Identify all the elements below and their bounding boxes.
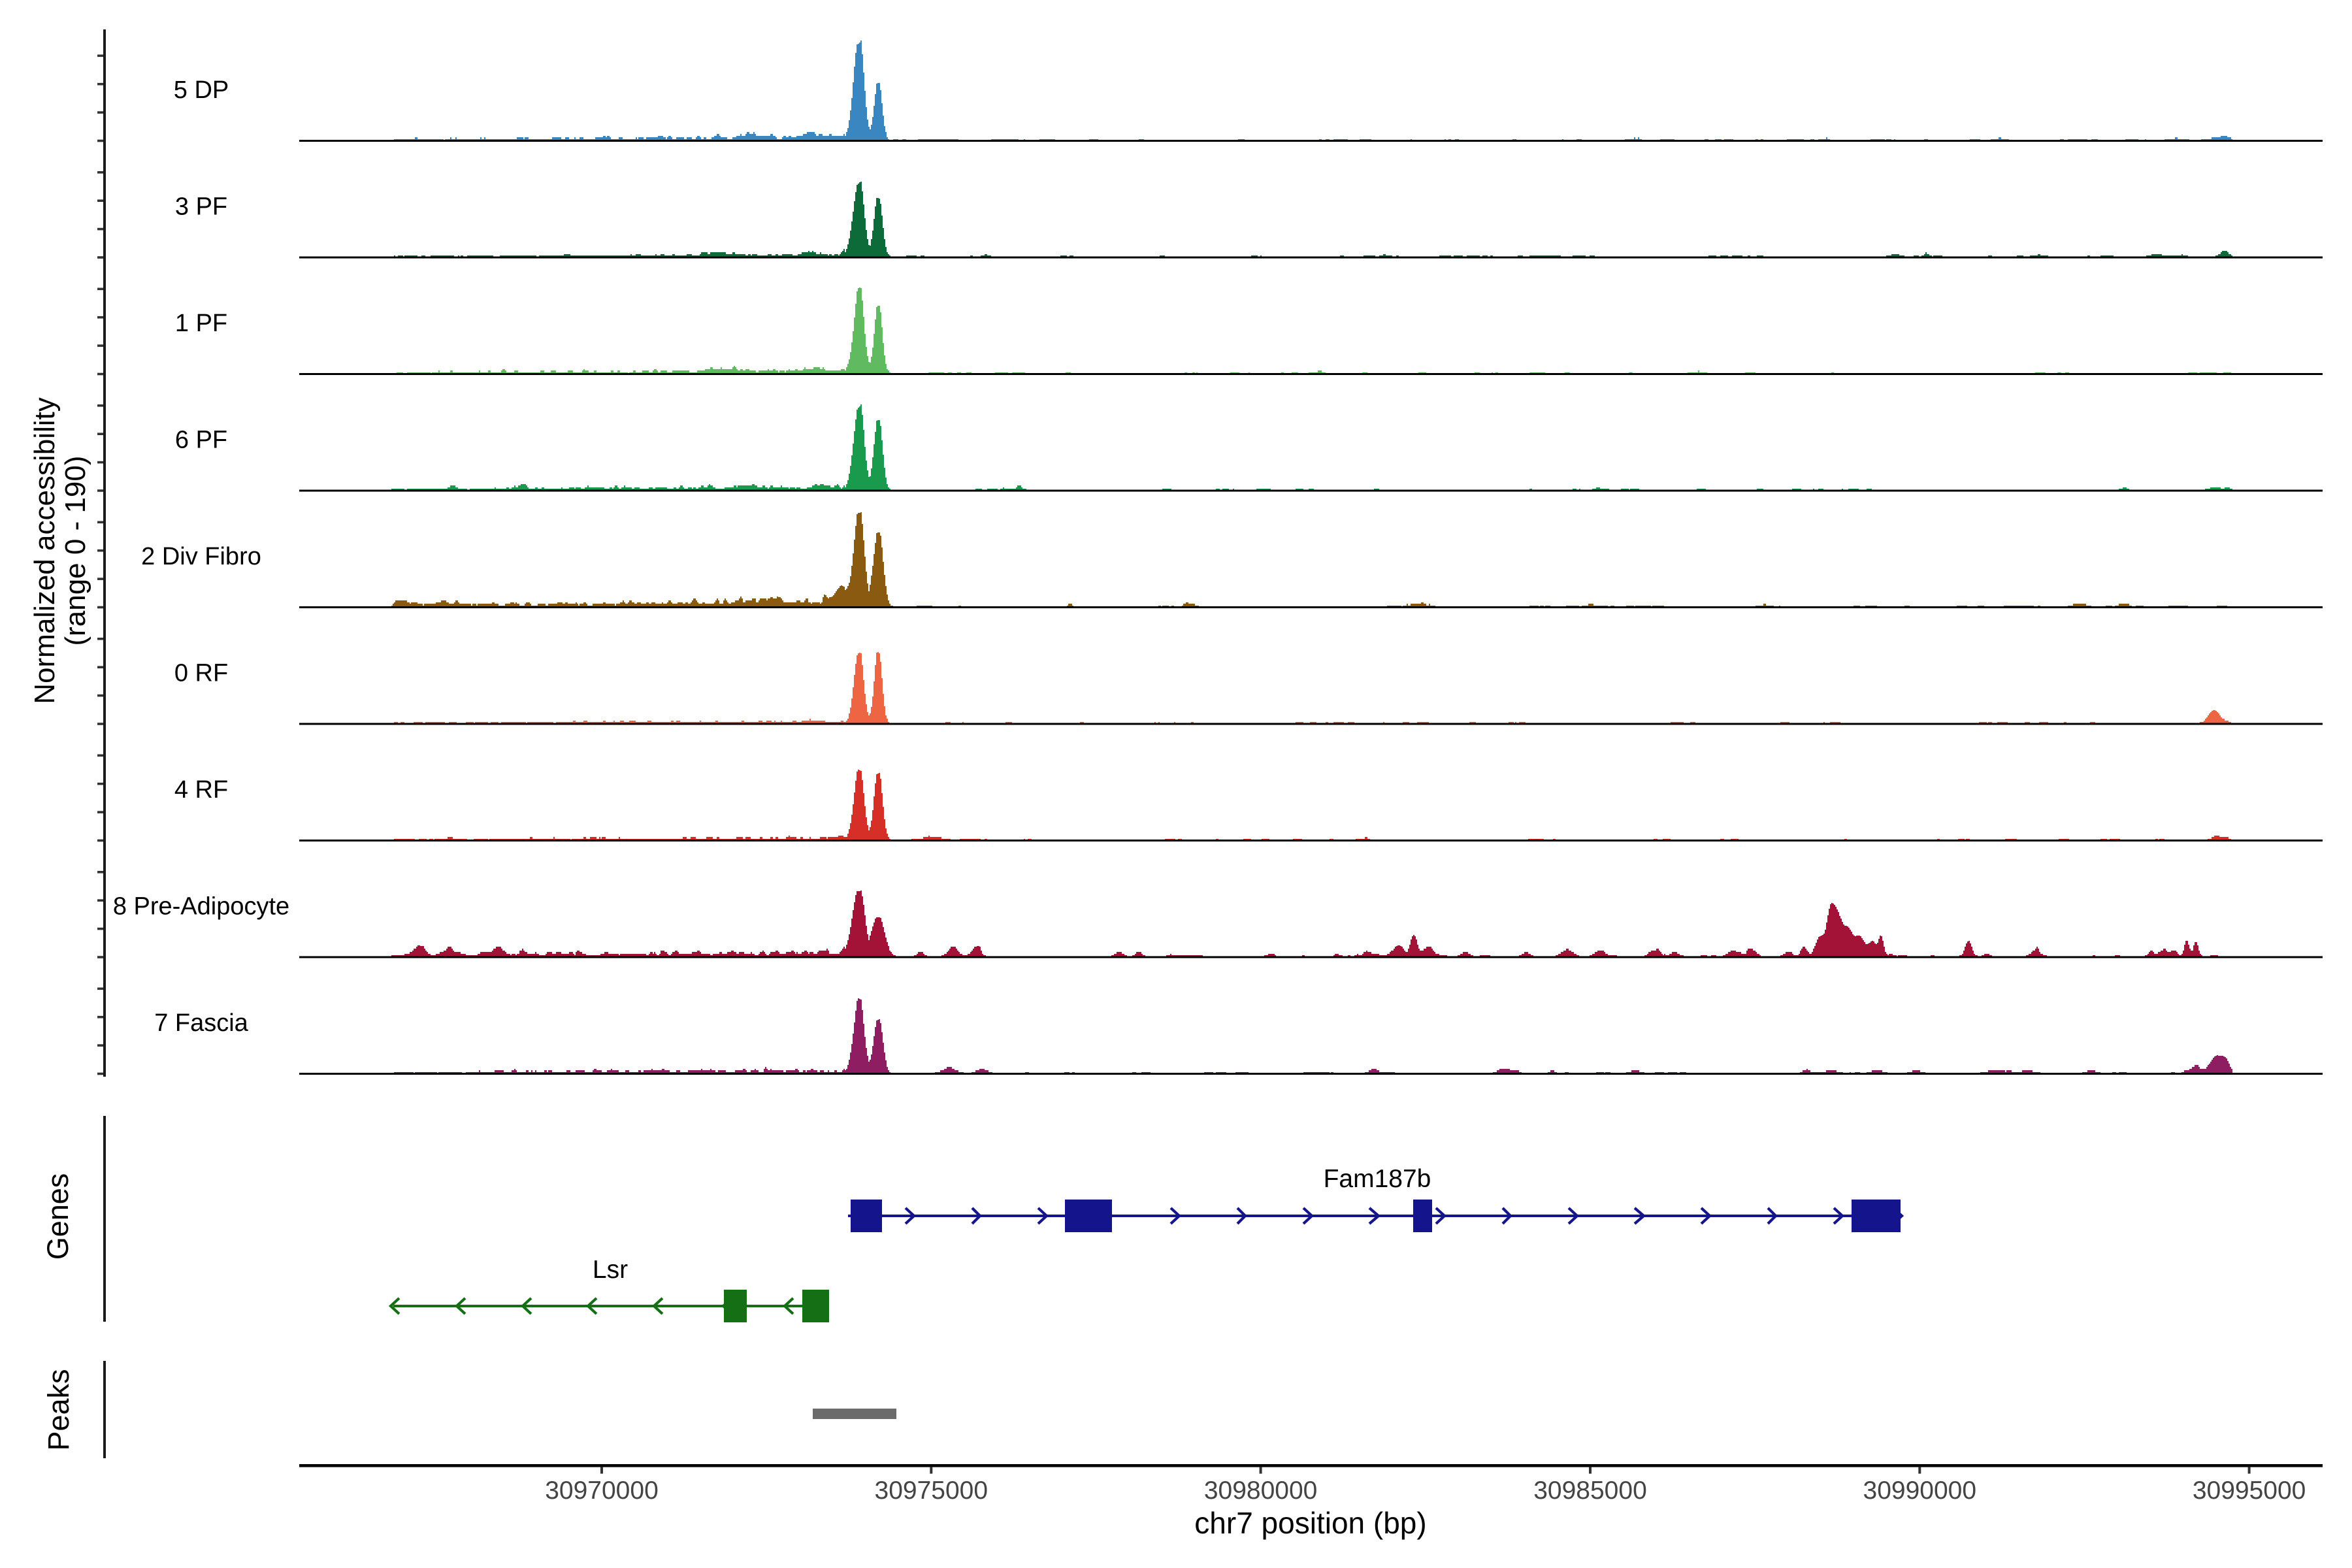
svg-text:0 RF: 0 RF bbox=[174, 660, 228, 687]
svg-text:1 PF: 1 PF bbox=[175, 310, 227, 337]
svg-text:Lsr: Lsr bbox=[593, 1256, 628, 1284]
svg-text:8 Pre-Adipocyte: 8 Pre-Adipocyte bbox=[113, 893, 289, 921]
svg-text:(range 0 - 190): (range 0 - 190) bbox=[59, 455, 91, 645]
svg-text:6 PF: 6 PF bbox=[175, 427, 227, 454]
svg-text:3 PF: 3 PF bbox=[175, 193, 227, 221]
svg-text:30985000: 30985000 bbox=[1533, 1477, 1647, 1505]
svg-text:Genes: Genes bbox=[41, 1173, 74, 1260]
svg-text:Peaks: Peaks bbox=[42, 1369, 75, 1450]
svg-text:30990000: 30990000 bbox=[1863, 1477, 1977, 1505]
svg-text:7 Fascia: 7 Fascia bbox=[154, 1009, 248, 1037]
svg-text:30980000: 30980000 bbox=[1204, 1477, 1318, 1505]
svg-text:5 DP: 5 DP bbox=[174, 76, 229, 104]
svg-text:30995000: 30995000 bbox=[2193, 1477, 2306, 1505]
svg-text:Normalized accessibility: Normalized accessibility bbox=[29, 397, 61, 704]
svg-text:30970000: 30970000 bbox=[545, 1477, 659, 1505]
svg-text:2 Div Fibro: 2 Div Fibro bbox=[141, 543, 261, 570]
svg-text:chr7 position (bp): chr7 position (bp) bbox=[1194, 1506, 1426, 1540]
svg-text:30975000: 30975000 bbox=[875, 1477, 988, 1505]
svg-text:Fam187b: Fam187b bbox=[1324, 1165, 1431, 1193]
svg-text:4 RF: 4 RF bbox=[174, 776, 228, 804]
